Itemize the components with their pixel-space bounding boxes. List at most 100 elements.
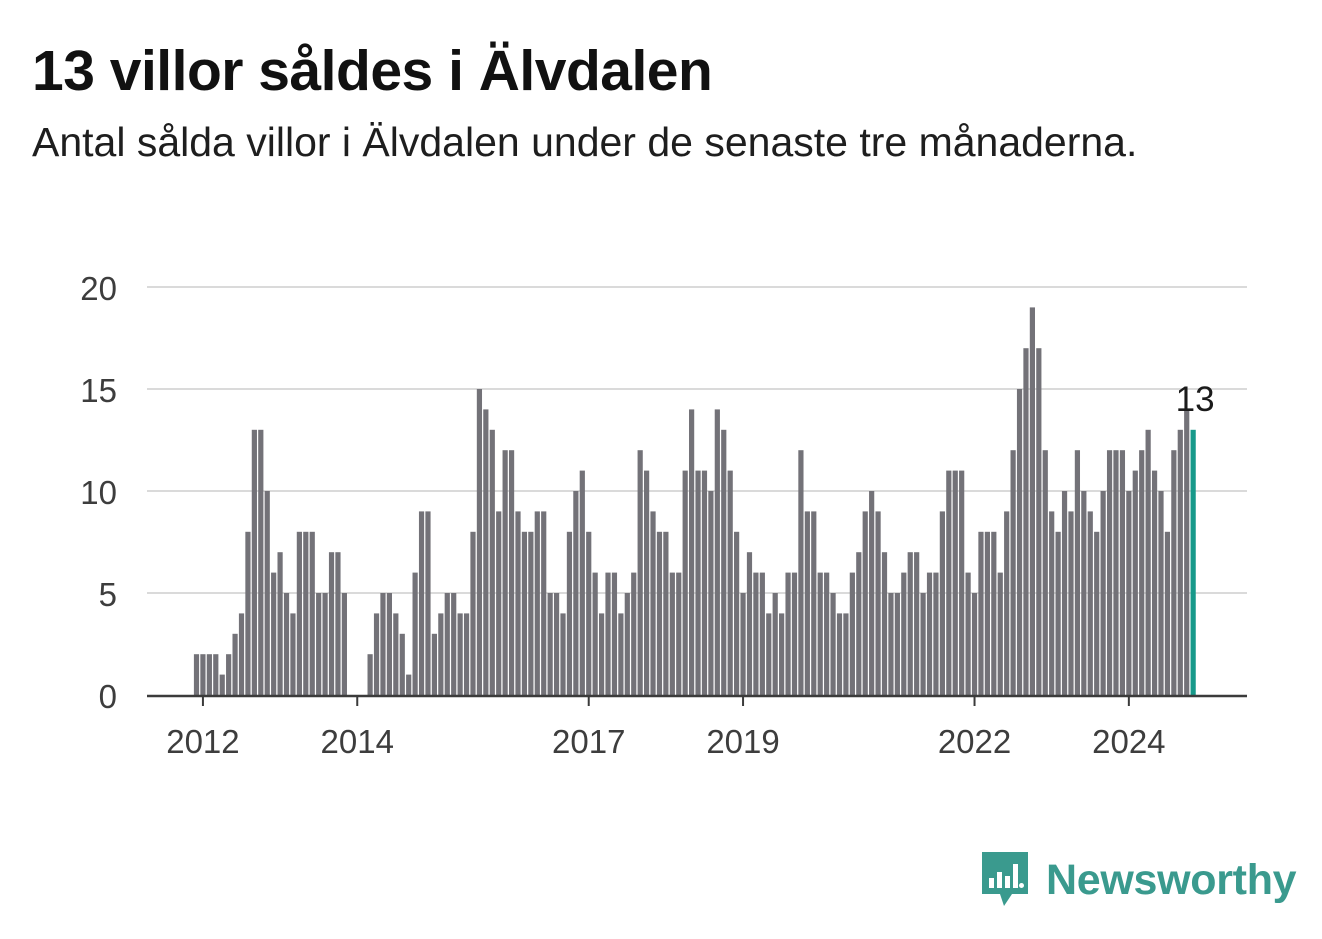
bar-series <box>193 307 1196 695</box>
bar <box>618 613 624 695</box>
bar <box>785 572 791 695</box>
bar <box>296 531 302 695</box>
bar <box>573 491 579 695</box>
bar <box>1023 348 1029 695</box>
bar <box>592 572 598 695</box>
chart-title: 13 villor såldes i Älvdalen <box>32 39 713 103</box>
bar <box>772 593 778 695</box>
bar <box>476 389 483 695</box>
bar <box>914 552 920 695</box>
bar <box>1036 348 1042 695</box>
bar <box>566 531 573 695</box>
y-tick-label: 15 <box>80 372 117 409</box>
bar <box>271 572 277 695</box>
bar <box>971 593 978 695</box>
bar <box>689 409 695 695</box>
axis-labels: 0 5 10 15 20 2012 2014 2017 2019 2022 2024 13 <box>80 270 1214 760</box>
x-tick-label: 2017 <box>552 723 625 760</box>
bar <box>245 531 251 695</box>
bar <box>1106 450 1113 695</box>
bar <box>483 409 489 695</box>
bar <box>624 593 630 695</box>
bar <box>1119 450 1126 695</box>
bar <box>206 654 212 695</box>
bar <box>380 593 386 695</box>
bar <box>598 613 605 695</box>
bar <box>489 429 495 695</box>
bar <box>406 674 412 695</box>
bar <box>496 511 502 695</box>
y-tick-label: 20 <box>80 270 117 307</box>
bar <box>727 470 733 695</box>
bar <box>644 470 650 695</box>
bar <box>290 613 296 695</box>
bar <box>1184 409 1190 695</box>
bar <box>451 593 457 695</box>
bar <box>939 511 945 695</box>
bar <box>965 572 971 695</box>
bar <box>418 511 425 695</box>
bar <box>1094 531 1100 695</box>
bar <box>605 572 611 695</box>
bar <box>926 572 933 695</box>
bar <box>734 531 740 695</box>
bar <box>303 531 309 695</box>
bar <box>1074 450 1081 695</box>
bar <box>515 511 521 695</box>
bar <box>1004 511 1010 695</box>
bar <box>335 552 341 695</box>
bar <box>836 613 843 695</box>
bar <box>740 593 746 695</box>
bar <box>849 572 855 695</box>
bar <box>869 491 875 695</box>
bar <box>811 511 817 695</box>
bar <box>1100 491 1106 695</box>
bar <box>328 552 335 695</box>
chart-subtitle: Antal sålda villor i Älvdalen under de s… <box>32 119 1138 165</box>
bar <box>946 470 952 695</box>
bar <box>1055 531 1061 695</box>
bar <box>1049 511 1055 695</box>
y-tick-label: 0 <box>99 678 117 715</box>
bar <box>701 470 708 695</box>
bar <box>907 552 913 695</box>
highlight-bar <box>1190 429 1196 695</box>
bar <box>553 593 560 695</box>
bar <box>277 552 283 695</box>
bar <box>611 572 618 695</box>
bar <box>804 511 810 695</box>
bar <box>322 593 328 695</box>
bar <box>766 613 772 695</box>
bar <box>933 572 939 695</box>
bar <box>1171 450 1177 695</box>
x-axis <box>147 694 1247 706</box>
bar <box>791 572 798 695</box>
bar <box>817 572 823 695</box>
bar <box>457 613 463 695</box>
last-value-label: 13 <box>1176 380 1215 419</box>
bar <box>232 633 238 695</box>
bar <box>830 593 836 695</box>
bar <box>798 450 804 695</box>
bar <box>200 654 206 695</box>
bar <box>682 470 688 695</box>
bar <box>1145 429 1151 695</box>
bar <box>1061 491 1068 695</box>
bar <box>708 491 714 695</box>
bar <box>502 450 508 695</box>
bar <box>862 511 868 695</box>
bar-chart-speech-bubble-icon <box>982 852 1028 906</box>
bar <box>1068 511 1074 695</box>
bar <box>213 654 219 695</box>
bar <box>258 429 264 695</box>
bar <box>508 450 515 695</box>
bar <box>521 531 528 695</box>
bar <box>438 613 444 695</box>
bar <box>959 470 965 695</box>
bar <box>663 531 669 695</box>
bar <box>1029 307 1035 695</box>
bar <box>656 531 663 695</box>
bar <box>431 633 438 695</box>
bar <box>579 470 585 695</box>
